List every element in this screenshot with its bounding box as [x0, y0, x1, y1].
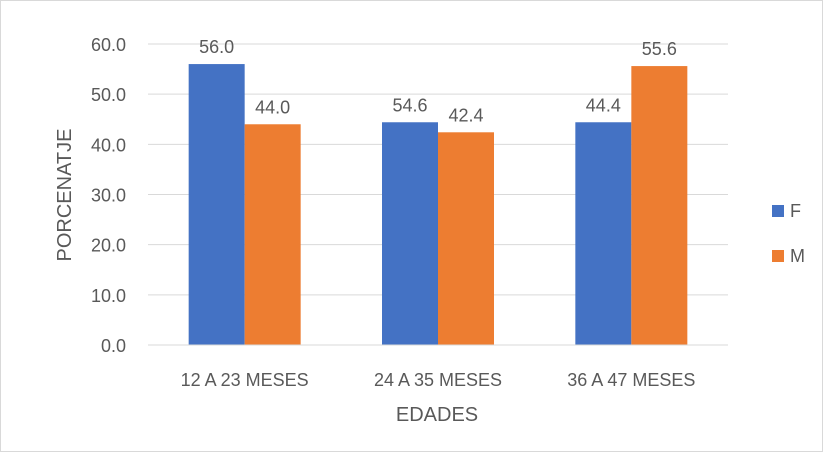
bars: [188, 64, 688, 346]
y-tick-label: 40.0: [91, 135, 126, 155]
bar-m-3: [631, 66, 688, 345]
x-axis-ticks: 12 A 23 MESES 24 A 35 MESES 36 A 47 MESES: [181, 370, 696, 390]
y-tick-label: 0.0: [101, 336, 126, 356]
bar-f-2: [382, 122, 438, 345]
x-tick-label: 12 A 23 MESES: [181, 370, 309, 390]
data-labels: 56.0 44.0 54.6 42.4 44.4 55.6: [199, 37, 677, 125]
bar-m-1: [244, 124, 301, 346]
data-label: 44.0: [255, 97, 290, 117]
legend-label-m: M: [790, 246, 805, 266]
x-axis-label: EDADES: [396, 404, 478, 426]
data-label: 44.4: [586, 95, 621, 115]
y-tick-label: 20.0: [91, 236, 126, 256]
bar-f-3: [575, 122, 632, 345]
data-label: 55.6: [642, 39, 677, 59]
y-tick-label: 10.0: [91, 286, 126, 306]
x-tick-label: 36 A 47 MESES: [567, 370, 695, 390]
y-tick-label: 60.0: [91, 35, 126, 55]
bar-m-2: [438, 132, 494, 345]
bar-f-1: [188, 64, 245, 346]
y-tick-label: 50.0: [91, 85, 126, 105]
legend-swatch-m: [772, 250, 784, 262]
data-label: 42.4: [448, 105, 483, 125]
x-tick-label: 24 A 35 MESES: [374, 370, 502, 390]
data-label: 54.6: [392, 95, 427, 115]
y-axis-ticks: 0.0 10.0 20.0 30.0 40.0 50.0 60.0: [91, 35, 126, 356]
y-axis-label: PORCENATJE: [54, 129, 76, 262]
legend-swatch-f: [772, 205, 784, 217]
legend: FM: [772, 201, 805, 266]
y-tick-label: 30.0: [91, 186, 126, 206]
legend-label-f: F: [790, 201, 801, 221]
data-label: 56.0: [199, 37, 234, 57]
